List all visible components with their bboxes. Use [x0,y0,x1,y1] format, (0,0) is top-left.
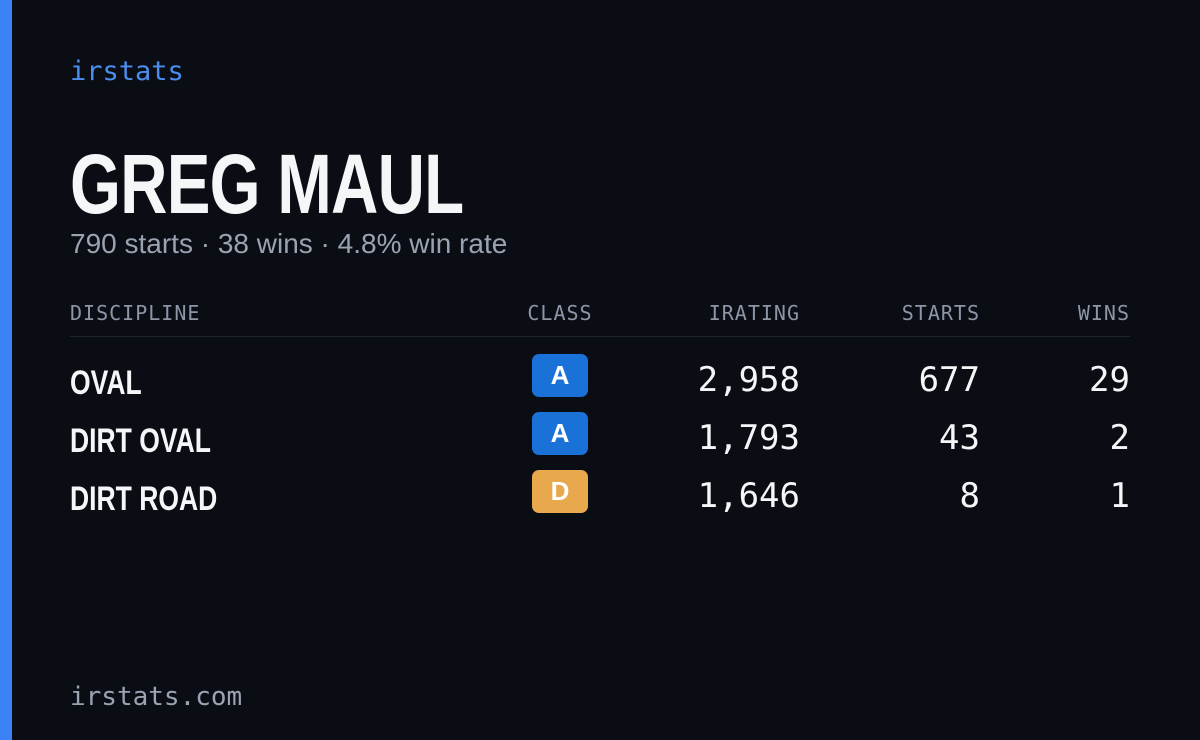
driver-name: GREG MAUL [70,137,464,231]
class-badge: A [532,354,588,397]
brand: irstats [70,56,184,87]
class-badge: D [532,470,588,513]
starts: 8 [959,476,980,516]
discipline: DIRT ROAD [70,480,218,518]
starts: 43 [939,418,980,458]
irating: 2,958 [697,360,800,400]
accent-bar [0,0,12,740]
wins: 2 [1109,418,1130,458]
discipline: DIRT OVAL [70,422,211,460]
column-header: CLASS [527,301,593,325]
class-badge: A [532,412,588,455]
discipline: OVAL [70,364,142,402]
subtitle: 790 starts · 38 wins · 4.8% win rate [70,228,508,259]
column-header: DISCIPLINE [70,301,201,325]
footer: irstats.com [70,682,243,712]
column-header: STARTS [901,301,980,325]
wins: 1 [1109,476,1130,516]
column-header: WINS [1077,301,1130,325]
column-header: IRATING [708,301,800,325]
wins: 29 [1089,360,1130,400]
irating: 1,646 [697,476,800,516]
starts: 677 [918,360,980,400]
irating: 1,793 [697,418,800,458]
header-rule [70,336,1130,337]
